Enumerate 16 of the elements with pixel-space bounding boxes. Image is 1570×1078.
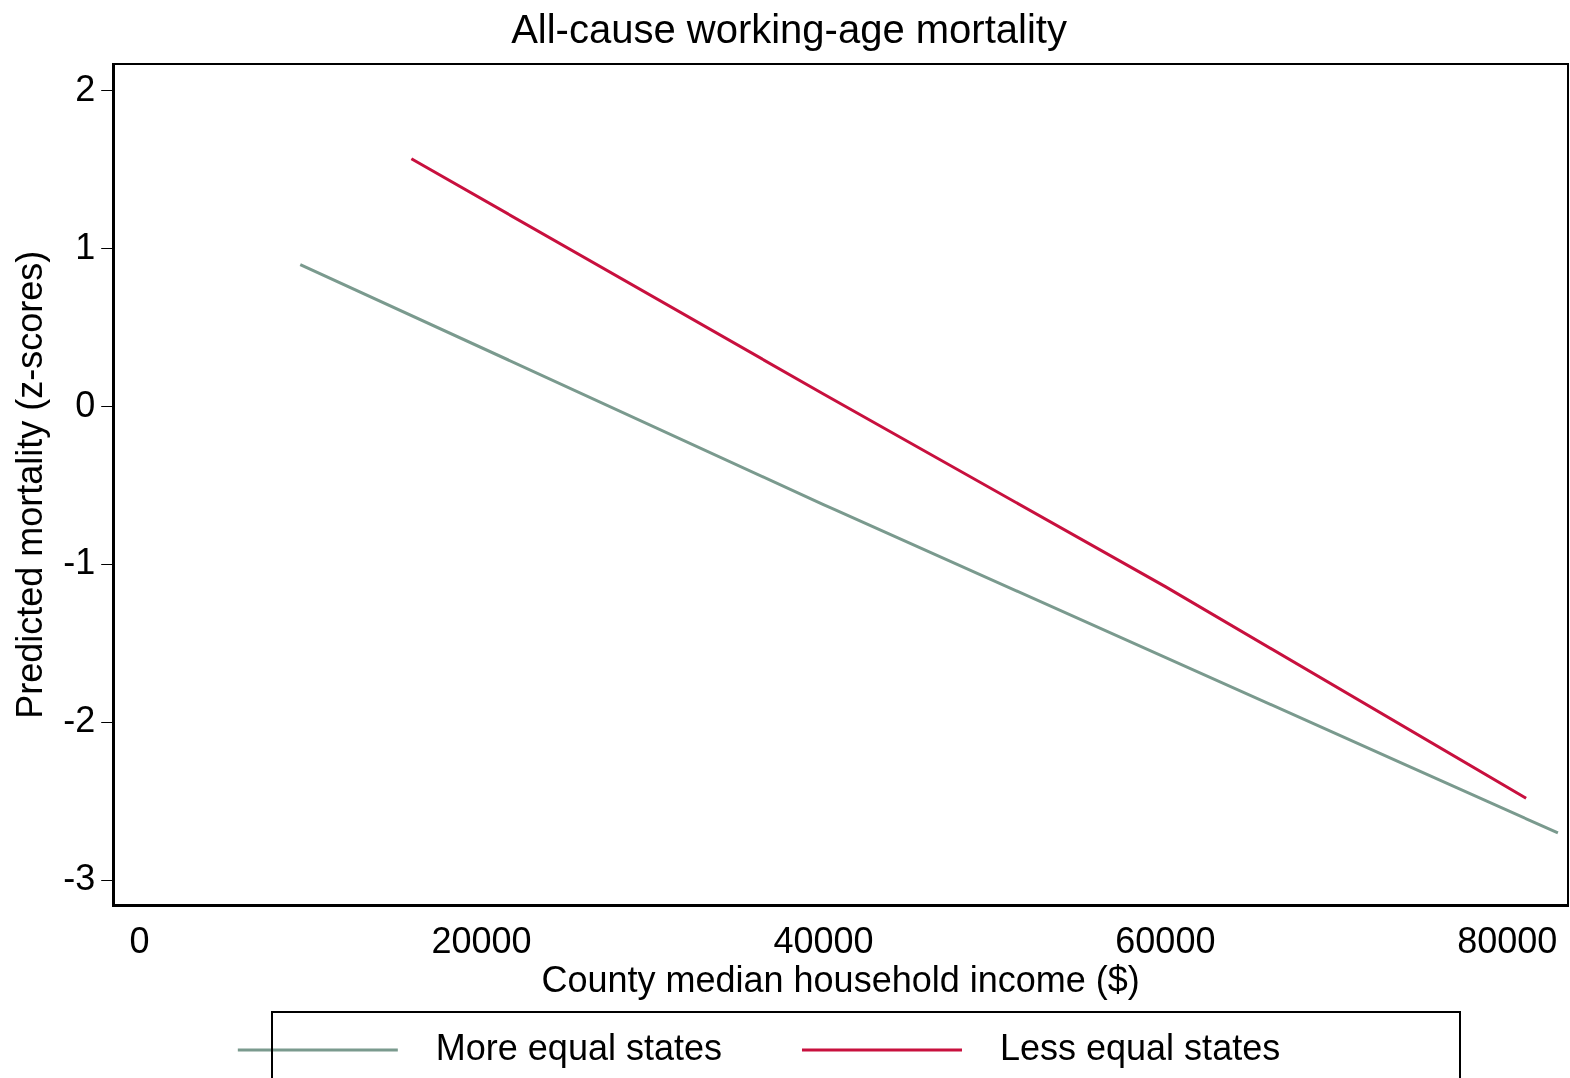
x-tick-label: 80000	[1457, 920, 1558, 962]
y-tick-label: 0	[75, 383, 96, 425]
x-tick-label: 20000	[431, 920, 532, 962]
legend-label: More equal states	[415, 1026, 782, 1068]
chart-title: All-cause working-age mortality	[511, 7, 1067, 52]
x-tick-label: 60000	[1115, 920, 1216, 962]
y-tick-label: 1	[75, 225, 96, 267]
y-tick-label: -3	[63, 857, 96, 899]
x-tick-label: 0	[129, 920, 150, 962]
y-tick-label: -1	[63, 541, 96, 583]
y-tick-label: 2	[75, 67, 96, 109]
legend-label: Less equal states	[979, 1026, 1341, 1068]
y-axis-title: Predicted mortality (z-scores)	[8, 250, 50, 719]
y-tick-label: -2	[63, 699, 96, 741]
x-tick-label: 40000	[773, 920, 874, 962]
x-axis-title: County median household income ($)	[541, 959, 1140, 1001]
